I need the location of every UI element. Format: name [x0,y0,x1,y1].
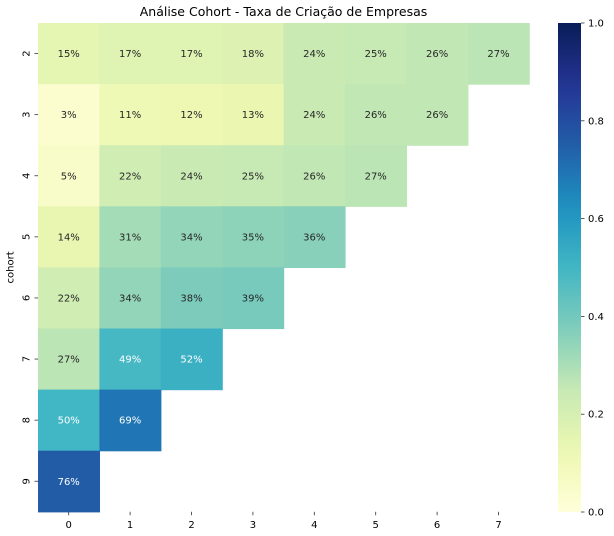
cell-label: 27% [58,355,80,366]
heatmap-cell [345,84,407,146]
heatmap-cell [38,389,100,452]
y-tick-label: 6 [22,295,33,301]
cell-label: 12% [180,110,202,121]
cell-label: 5% [61,171,77,182]
colorbar [558,23,581,512]
cell-label: 26% [303,171,325,182]
heatmap-cell [99,145,162,207]
colorbar-tick-label: 0.8 [588,116,604,127]
cell-label: 24% [303,110,325,121]
cell-label: 52% [180,355,202,366]
heatmap-cell [467,23,530,85]
heatmap-cell [99,389,162,452]
x-tick-label: 7 [495,520,501,531]
cell-label: 34% [119,293,141,304]
cell-label: 26% [365,110,387,121]
heatmap-cell [222,145,285,207]
cell-label: 76% [58,477,80,488]
x-tick-label: 6 [434,520,440,531]
heatmap-cell [38,145,100,207]
colorbar-tick-label: 0.0 [588,508,604,519]
heatmap-cell [222,206,285,268]
heatmap-cell [160,328,223,391]
colorbar-tick-label: 0.2 [588,410,604,421]
heatmap-cell [283,206,346,268]
y-tick-label: 2 [22,50,33,56]
cell-label: 14% [58,232,80,243]
cell-label: 31% [119,232,141,243]
x-tick-label: 4 [311,520,317,531]
cell-label: 26% [426,110,448,121]
colorbar-tick-label: 0.6 [588,214,604,225]
cell-label: 35% [242,232,264,243]
x-tick-label: 2 [188,520,194,531]
cell-label: 24% [180,171,202,182]
cell-label: 22% [58,293,80,304]
y-tick-label: 9 [22,478,33,484]
cell-label: 26% [426,49,448,60]
cell-label: 69% [119,416,141,427]
heatmap-cell [38,23,100,85]
heatmap-cell [406,23,469,85]
heatmap-cell [38,328,100,391]
cell-label: 27% [487,49,509,60]
cell-label: 3% [61,110,77,121]
heatmap-cell [160,267,223,330]
colorbar-tick-label: 1.0 [588,19,604,30]
heatmap-cell [99,328,162,391]
cell-label: 36% [303,232,325,243]
heatmap-cell [160,84,223,146]
cell-label: 18% [242,49,264,60]
cell-label: 11% [119,110,141,121]
cell-label: 24% [303,49,325,60]
cell-label: 15% [58,49,80,60]
colorbar-tick-label: 0.4 [588,312,604,323]
cell-label: 25% [242,171,264,182]
heatmap-cell [160,145,223,207]
heatmap-cell [283,84,346,146]
cell-label: 39% [242,293,264,304]
heatmap-cell [222,23,285,85]
heatmap-cell [38,206,100,268]
x-tick-label: 0 [66,520,72,531]
heatmap-cell [99,267,162,330]
y-tick-label: 4 [22,173,33,179]
cell-label: 17% [180,49,202,60]
y-tick-label: 8 [22,417,33,423]
heatmap-cell [99,206,162,268]
heatmap-cell [160,206,223,268]
y-tick-label: 7 [22,356,33,362]
y-tick-label: 3 [22,111,33,117]
y-axis-label: cohort [6,251,17,283]
heatmap-cell [283,145,346,207]
cell-label: 13% [242,110,264,121]
cell-label: 22% [119,171,141,182]
heatmap-cell [345,145,407,207]
heatmap-cell [38,450,100,513]
cell-label: 34% [180,232,202,243]
x-tick-label: 1 [127,520,133,531]
cell-label: 25% [365,49,387,60]
heatmap-cell [38,267,100,330]
cell-label: 50% [58,416,80,427]
cell-label: 27% [365,171,387,182]
heatmap-cell [38,84,100,146]
y-tick-label: 5 [22,234,33,240]
heatmap-cell [222,267,285,330]
heatmap-cell [99,84,162,146]
x-tick-label: 3 [250,520,256,531]
heatmap-cell [345,23,407,85]
x-tick-label: 5 [373,520,379,531]
cell-label: 38% [180,293,202,304]
heatmap-cell [283,23,346,85]
heatmap-cell [99,23,162,85]
chart-title: Análise Cohort - Taxa de Criação de Empr… [139,4,428,19]
cell-label: 49% [119,355,141,366]
heatmap-cell [222,84,285,146]
heatmap-cell [406,84,469,146]
heatmap-cell [160,23,223,85]
cell-label: 17% [119,49,141,60]
